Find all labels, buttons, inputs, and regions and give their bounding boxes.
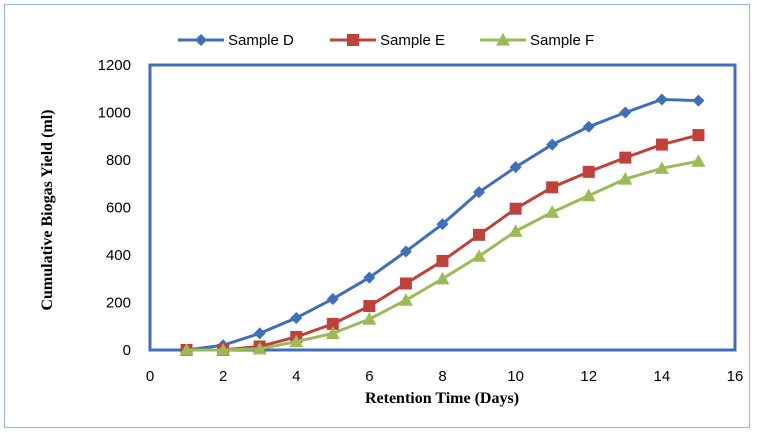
data-point-sample-e	[509, 202, 522, 215]
x-axis-title: Retention Time (Days)	[365, 390, 519, 407]
data-point-sample-d	[290, 311, 303, 324]
data-point-sample-f	[654, 161, 669, 174]
y-tick-label: 1000	[98, 105, 131, 122]
data-point-sample-e	[363, 300, 376, 313]
data-point-sample-f	[216, 343, 231, 356]
data-point-sample-f	[691, 154, 706, 167]
legend-marker	[347, 34, 359, 46]
data-point-sample-f	[581, 188, 596, 202]
legend-item-sample-d: Sample D	[178, 32, 294, 49]
data-point-sample-d	[655, 93, 668, 106]
data-point-sample-e	[399, 277, 412, 290]
data-point-sample-e	[436, 254, 449, 267]
data-point-sample-f	[325, 326, 340, 339]
data-point-sample-d	[253, 327, 266, 340]
x-axis-ticks: 0 2 4 6 8 10 12 14 16	[146, 368, 744, 385]
x-tick-label: 14	[654, 368, 671, 385]
data-point-sample-d	[436, 218, 449, 231]
y-tick-label: 400	[106, 247, 131, 264]
data-point-sample-e	[619, 151, 632, 164]
data-point-sample-f	[252, 341, 267, 355]
data-point-sample-e	[582, 165, 595, 178]
x-tick-label: 0	[146, 368, 154, 385]
series-sample-e	[180, 129, 705, 356]
data-point-sample-f	[179, 343, 194, 356]
legend-marker	[496, 33, 510, 46]
legend: Sample D Sample E Sample F	[178, 32, 594, 49]
data-point-sample-d	[399, 245, 412, 258]
data-point-sample-d	[363, 271, 376, 284]
data-point-sample-f	[618, 172, 633, 185]
x-tick-label: 2	[219, 368, 227, 385]
data-point-sample-f	[398, 293, 413, 306]
legend-label: Sample D	[228, 32, 294, 49]
x-tick-label: 4	[292, 368, 300, 385]
data-point-sample-f	[362, 312, 377, 325]
data-point-sample-d	[619, 106, 632, 119]
x-tick-label: 10	[507, 368, 524, 385]
data-point-sample-e	[655, 138, 668, 151]
data-point-sample-d	[326, 292, 339, 305]
data-point-sample-f	[435, 271, 450, 285]
series-line-sample-e	[186, 133, 699, 352]
legend-label: Sample E	[380, 32, 445, 49]
data-point-sample-d	[509, 161, 522, 174]
legend-item-sample-f: Sample F	[480, 32, 594, 49]
x-tick-label: 16	[727, 368, 744, 385]
data-point-sample-d	[692, 94, 705, 107]
x-tick-label: 6	[365, 368, 373, 385]
data-point-sample-d	[546, 138, 559, 151]
series-sample-f	[179, 154, 706, 356]
chart-frame	[4, 4, 750, 428]
plot-area-border	[148, 63, 737, 352]
series-sample-d	[180, 93, 705, 356]
legend-marker	[195, 34, 207, 46]
data-point-sample-e	[692, 129, 705, 142]
data-point-sample-f	[545, 205, 560, 218]
y-tick-label: 200	[106, 295, 131, 312]
data-point-sample-e	[473, 228, 486, 241]
data-point-sample-f	[508, 224, 523, 237]
legend-item-sample-e: Sample E	[330, 32, 445, 49]
data-point-sample-f	[289, 334, 304, 348]
y-tick-label: 800	[106, 152, 131, 169]
data-point-sample-f	[472, 249, 487, 262]
y-tick-label: 600	[106, 200, 131, 217]
data-point-sample-d	[582, 120, 595, 133]
legend-label: Sample F	[530, 32, 594, 49]
data-point-sample-e	[546, 181, 559, 194]
y-axis-title: Cumulative Biogas Yield (ml)	[39, 109, 56, 310]
y-tick-label: 1200	[98, 57, 131, 74]
y-axis-ticks: 0 200 400 600 800 1000 1200	[98, 57, 131, 359]
x-tick-label: 8	[438, 368, 446, 385]
y-tick-label: 0	[123, 342, 131, 359]
series-layer	[179, 93, 706, 356]
x-tick-label: 12	[580, 368, 597, 385]
data-point-sample-e	[326, 317, 339, 330]
data-point-sample-d	[473, 186, 486, 199]
